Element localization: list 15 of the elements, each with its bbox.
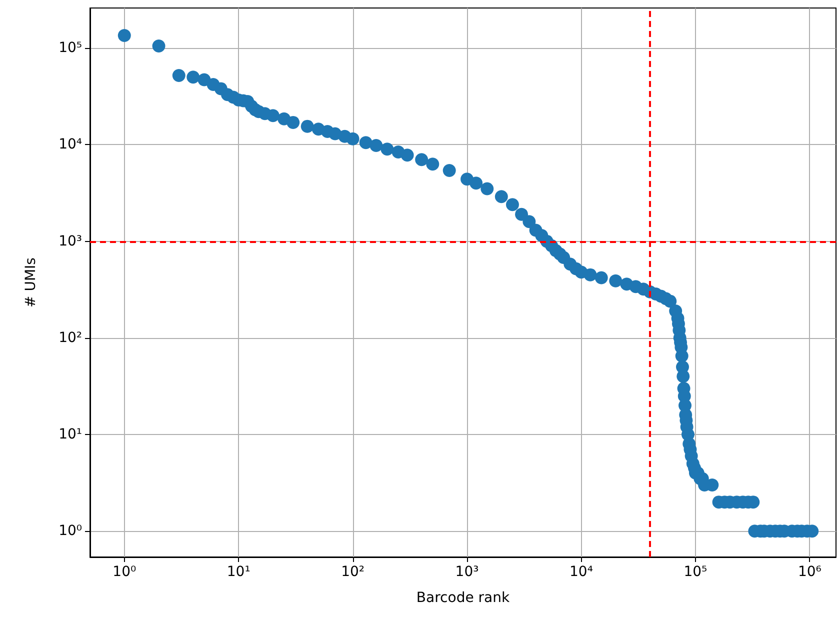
y-tick-label: 10⁴ xyxy=(58,136,82,153)
x-tick-label: 10² xyxy=(341,564,365,580)
x-tick-label: 10⁰ xyxy=(112,564,136,580)
x-tick-label: 10³ xyxy=(455,564,479,580)
x-tick-label: 10⁶ xyxy=(798,564,822,580)
y-tick-label: 10¹ xyxy=(58,426,82,443)
x-tick-label: 10¹ xyxy=(226,564,250,580)
x-tick-label: 10⁴ xyxy=(570,564,594,580)
y-tick-label: 10⁵ xyxy=(58,40,82,56)
y-axis-title: # UMIs xyxy=(23,258,39,308)
x-axis-title: Barcode rank xyxy=(416,590,510,606)
y-tick-label: 10³ xyxy=(58,233,82,250)
y-tick-label: 10² xyxy=(58,330,82,346)
y-tick-label: 10⁰ xyxy=(58,523,82,540)
x-tick-label: 10⁵ xyxy=(684,564,708,580)
